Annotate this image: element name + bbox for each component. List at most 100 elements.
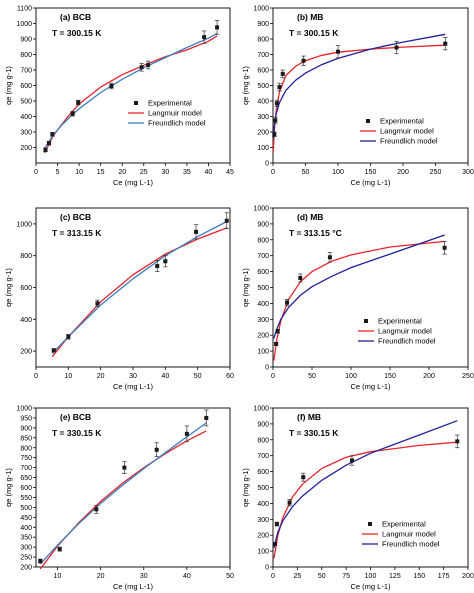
panel-annotation: T = 330.15 K — [52, 428, 102, 438]
data-point — [50, 132, 55, 137]
data-point — [194, 229, 199, 234]
x-tick-label: 50 — [194, 373, 202, 380]
y-tick-label: 1000 — [16, 406, 32, 413]
y-tick-label: 1000 — [253, 6, 269, 13]
legend-marker — [134, 101, 138, 105]
x-tick-label: 250 — [430, 169, 442, 176]
x-tick-label: 45 — [226, 169, 234, 176]
y-tick-label: 100 — [257, 549, 269, 556]
x-tick-label: 0 — [271, 373, 275, 380]
x-tick-label: 25 — [140, 169, 148, 176]
y-tick-label: 650 — [20, 475, 32, 482]
y-tick-label: 400 — [257, 501, 269, 508]
y-tick-label: 500 — [257, 83, 269, 90]
y-tick-label: 100 — [257, 349, 269, 356]
data-point — [43, 147, 48, 152]
x-tick-label: 150 — [384, 373, 396, 380]
y-tick-label: 900 — [257, 421, 269, 428]
y-tick-label: 300 — [257, 114, 269, 121]
series-line-langmuir — [44, 35, 218, 154]
data-point — [394, 45, 399, 50]
series-line-freundlich — [44, 33, 218, 149]
y-tick-label: 1000 — [16, 221, 32, 228]
y-tick-label: 900 — [257, 221, 269, 228]
y-tick-label: 400 — [20, 317, 32, 324]
chart-panel-3: 0 10 20 30 40 50 60 200 400 600 800 1000 Ce (mg L-1)… — [4, 207, 234, 391]
x-tick-label: 200 — [423, 373, 435, 380]
x-tick-label: 10 — [75, 169, 83, 176]
series-line-freundlich — [273, 420, 458, 549]
x-tick-label: 125 — [389, 573, 401, 580]
legend-label: Langmuir model — [148, 109, 202, 118]
y-tick-label: 800 — [257, 37, 269, 44]
data-point — [184, 431, 189, 436]
legend-label: Experimental — [378, 317, 422, 326]
data-point — [139, 65, 144, 70]
x-tick-label: 15 — [97, 169, 105, 176]
x-tick-label: 30 — [129, 373, 137, 380]
y-tick-label: 200 — [257, 130, 269, 137]
y-tick-label: 0 — [265, 161, 269, 168]
panel-annotation: T = 300.15 K — [289, 28, 339, 38]
data-point — [336, 49, 340, 54]
data-point — [204, 415, 209, 420]
x-tick-label: 200 — [462, 573, 474, 580]
x-tick-label: 50 — [318, 573, 326, 580]
data-point — [442, 245, 447, 250]
panel-title: (a) BCB — [60, 12, 91, 22]
x-tick-label: 10 — [54, 573, 62, 580]
data-point — [146, 63, 151, 68]
y-tick-label: 700 — [257, 253, 269, 260]
y-tick-label: 1000 — [16, 21, 32, 28]
data-point — [154, 447, 159, 452]
data-point — [70, 111, 75, 116]
y-tick-label: 800 — [20, 52, 32, 59]
y-tick-label: 300 — [257, 317, 269, 324]
x-tick-label: 100 — [365, 573, 377, 580]
y-tick-label: 800 — [20, 445, 32, 452]
y-tick-label: 400 — [257, 301, 269, 308]
y-tick-label: 250 — [20, 555, 32, 562]
chart-panel-1: 0 5 10 15 20 25 30 35 40 45 200 300 400 500 600 700 800 9… — [4, 6, 234, 188]
y-tick-label: 1000 — [253, 206, 269, 213]
data-point — [443, 41, 448, 46]
series-line-freundlich — [39, 422, 207, 565]
legend-marker — [364, 319, 368, 323]
y-tick-label: 550 — [20, 495, 32, 502]
y-tick-label: 350 — [20, 535, 32, 542]
y-tick-label: 200 — [257, 533, 269, 540]
y-axis-label: qe (mg g-1) — [4, 268, 13, 307]
panel-title: (b) MB — [297, 12, 323, 22]
y-tick-label: 800 — [257, 237, 269, 244]
x-tick-label: 50 — [226, 573, 234, 580]
x-tick-label: 0 — [34, 373, 38, 380]
legend-label: Experimental — [148, 99, 192, 108]
x-axis-label: Ce (mg L-1) — [113, 178, 154, 187]
y-tick-label: 450 — [20, 515, 32, 522]
x-tick-label: 100 — [332, 169, 344, 176]
x-tick-label: 150 — [413, 573, 425, 580]
x-tick-label: 30 — [140, 573, 148, 580]
y-tick-label: 750 — [20, 455, 32, 462]
y-axis-label: qe (mg g-1) — [241, 66, 250, 105]
y-axis-label: qe (mg g-1) — [4, 66, 13, 105]
data-point — [163, 259, 168, 264]
x-tick-label: 50 — [302, 169, 310, 176]
data-point — [301, 475, 306, 480]
y-tick-label: 700 — [20, 68, 32, 75]
y-tick-label: 200 — [20, 145, 32, 152]
x-tick-label: 30 — [161, 169, 169, 176]
panel-annotation: T = 313.15 K — [52, 228, 102, 238]
y-tick-label: 600 — [20, 285, 32, 292]
x-tick-label: 175 — [438, 573, 450, 580]
legend-marker — [368, 522, 372, 526]
panel-annotation: T = 313.15 °C — [289, 228, 342, 238]
legend-marker — [366, 119, 370, 123]
legend-label: Langmuir model — [378, 327, 432, 336]
series-line-langmuir — [51, 227, 228, 358]
chart-panel-5: 10 20 30 40 50 200 250 300 350 400 450 500 550 600 650… — [4, 406, 234, 592]
panel-annotation: T = 330.15 K — [289, 428, 339, 438]
legend-label: Experimental — [382, 520, 426, 529]
x-tick-label: 0 — [34, 169, 38, 176]
y-tick-label: 200 — [20, 349, 32, 356]
